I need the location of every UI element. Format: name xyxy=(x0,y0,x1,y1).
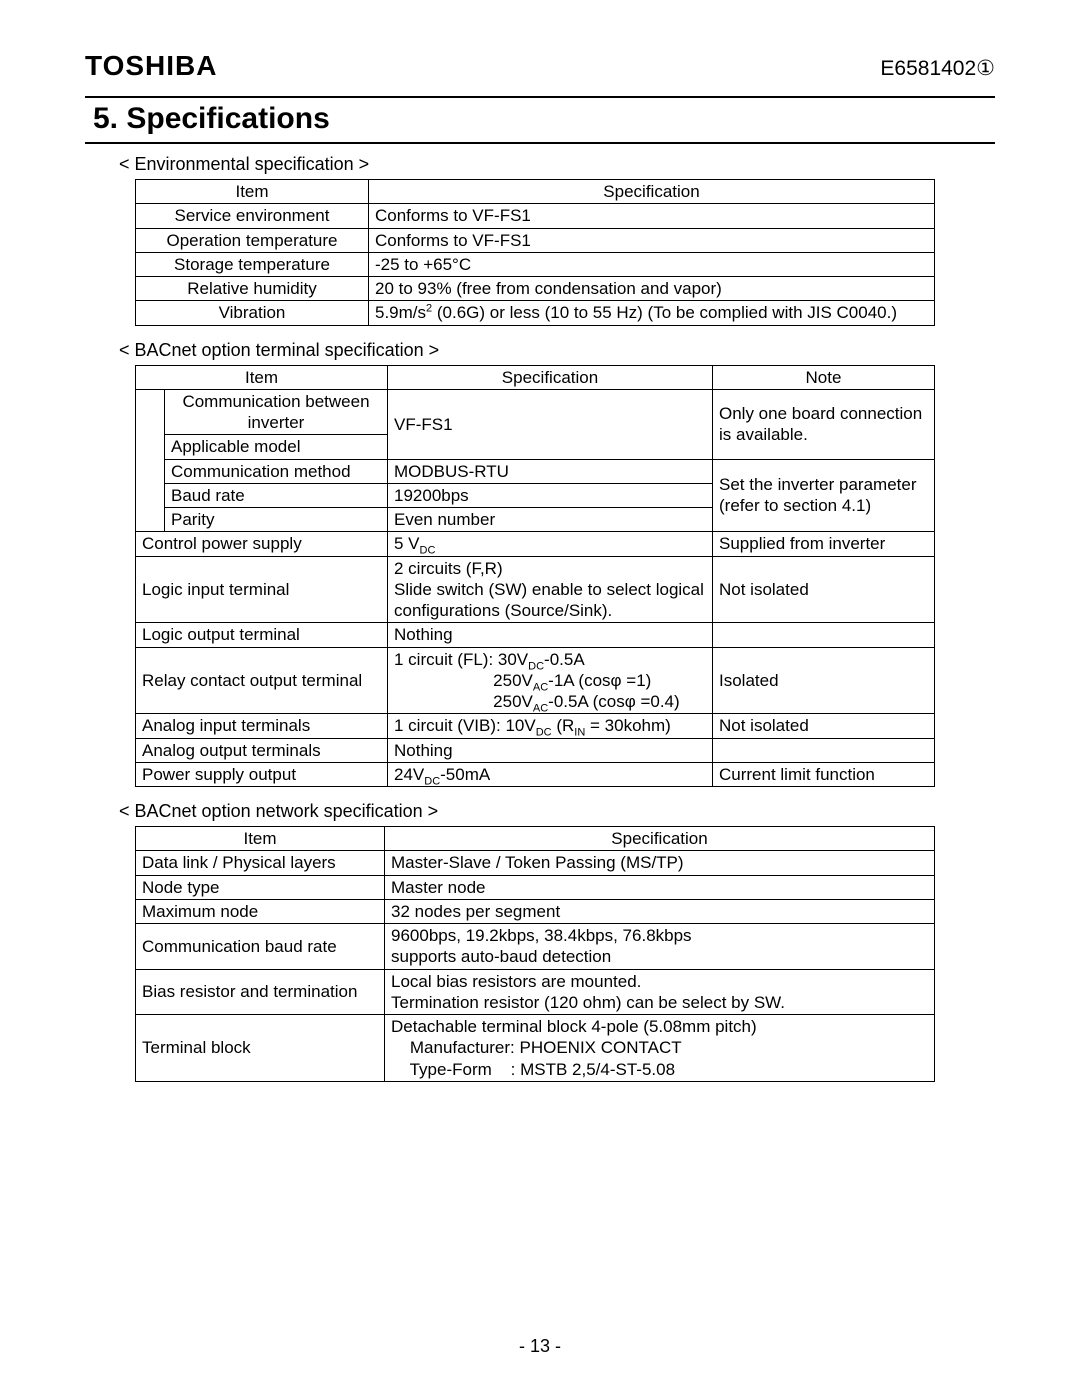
term-note: Isolated xyxy=(713,647,935,714)
term-spec: 19200bps xyxy=(388,483,713,507)
term-item: Parity xyxy=(165,508,388,532)
term-item: Logic output terminal xyxy=(136,623,388,647)
net-spec: Master-Slave / Token Passing (MS/TP) xyxy=(385,851,935,875)
term-head-spec: Specification xyxy=(388,365,713,389)
env-spec: 5.9m/s2 (0.6G) or less (10 to 55 Hz) (To… xyxy=(369,301,935,325)
env-spec: Conforms to VF-FS1 xyxy=(369,228,935,252)
env-head-spec: Specification xyxy=(369,180,935,204)
term-spec: 2 circuits (F,R) Slide switch (SW) enabl… xyxy=(388,556,713,623)
term-spec: 5 VDC xyxy=(388,532,713,556)
net-spec: Master node xyxy=(385,875,935,899)
term-item: Relay contact output terminal xyxy=(136,647,388,714)
term-item: Applicable model xyxy=(165,435,388,459)
term-item: Power supply output xyxy=(136,762,388,786)
term-subtitle: < BACnet option terminal specification > xyxy=(119,340,995,361)
net-item: Maximum node xyxy=(136,899,385,923)
term-note: Only one board connection is available. xyxy=(713,389,935,459)
term-note: Supplied from inverter xyxy=(713,532,935,556)
net-spec: 32 nodes per segment xyxy=(385,899,935,923)
term-note: Set the inverter parameter (refer to sec… xyxy=(713,459,935,532)
term-note: Not isolated xyxy=(713,556,935,623)
term-spec: Nothing xyxy=(388,738,713,762)
term-spec: VF-FS1 xyxy=(388,389,713,459)
net-item: Node type xyxy=(136,875,385,899)
term-note xyxy=(713,738,935,762)
env-spec: -25 to +65°C xyxy=(369,252,935,276)
net-item: Terminal block xyxy=(136,1015,385,1082)
brand-logo: TOSHIBA xyxy=(85,50,218,82)
net-spec: 9600bps, 19.2kbps, 38.4kbps, 76.8kbps su… xyxy=(385,924,935,970)
term-spec: Even number xyxy=(388,508,713,532)
term-head-note: Note xyxy=(713,365,935,389)
term-item: Control power supply xyxy=(136,532,388,556)
term-table: Item Specification Note Communication be… xyxy=(135,365,935,788)
term-note: Not isolated xyxy=(713,714,935,738)
env-item: Storage temperature xyxy=(136,252,369,276)
term-spec: 1 circuit (FL): 30VDC-0.5A 250VAC-1A (co… xyxy=(388,647,713,714)
net-spec: Local bias resistors are mounted. Termin… xyxy=(385,969,935,1015)
term-item: Analog input terminals xyxy=(136,714,388,738)
env-table: Item Specification Service environmentCo… xyxy=(135,179,935,326)
doc-number: E6581402① xyxy=(880,56,995,81)
term-item: Baud rate xyxy=(165,483,388,507)
net-table: Item Specification Data link / Physical … xyxy=(135,826,935,1082)
term-note: Current limit function xyxy=(713,762,935,786)
term-item: Communication method xyxy=(165,459,388,483)
term-spec: 1 circuit (VIB): 10VDC (RIN = 30kohm) xyxy=(388,714,713,738)
env-item: Vibration xyxy=(136,301,369,325)
env-item: Relative humidity xyxy=(136,277,369,301)
term-spec: 24VDC-50mA xyxy=(388,762,713,786)
env-head-item: Item xyxy=(136,180,369,204)
env-spec: 20 to 93% (free from condensation and va… xyxy=(369,277,935,301)
term-group-col xyxy=(136,389,165,532)
env-item: Operation temperature xyxy=(136,228,369,252)
term-spec: Nothing xyxy=(388,623,713,647)
term-spec: MODBUS-RTU xyxy=(388,459,713,483)
env-subtitle: < Environmental specification > xyxy=(119,154,995,175)
env-spec: Conforms to VF-FS1 xyxy=(369,204,935,228)
term-note xyxy=(713,623,935,647)
term-head-item: Item xyxy=(136,365,388,389)
section-title: 5. Specifications xyxy=(85,96,995,144)
net-item: Data link / Physical layers xyxy=(136,851,385,875)
net-head-spec: Specification xyxy=(385,827,935,851)
term-item: Analog output terminals xyxy=(136,738,388,762)
term-item: Communication between inverter xyxy=(165,389,388,435)
net-item: Communication baud rate xyxy=(136,924,385,970)
page-number: - 13 - xyxy=(0,1336,1080,1357)
net-subtitle: < BACnet option network specification > xyxy=(119,801,995,822)
page-header: TOSHIBA E6581402① xyxy=(85,50,995,82)
env-item: Service environment xyxy=(136,204,369,228)
term-item: Logic input terminal xyxy=(136,556,388,623)
net-item: Bias resistor and termination xyxy=(136,969,385,1015)
net-spec: Detachable terminal block 4-pole (5.08mm… xyxy=(385,1015,935,1082)
net-head-item: Item xyxy=(136,827,385,851)
